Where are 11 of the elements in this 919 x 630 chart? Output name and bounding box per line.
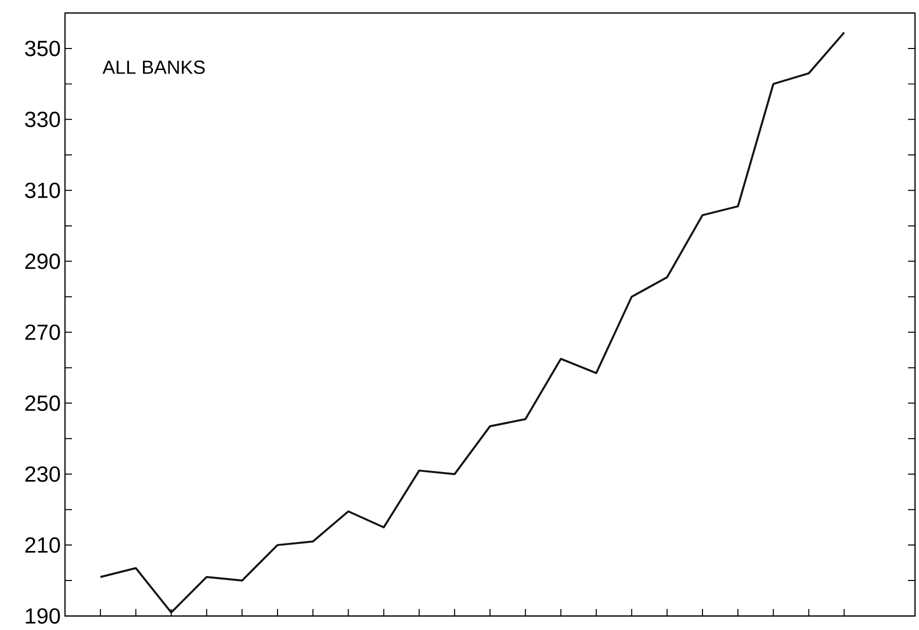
y-tick-label: 210 [25,537,60,553]
annotation: ALL BANKS [102,60,205,74]
y-tick-label: 190 [26,608,60,624]
y-tick-label: 250 [25,395,60,411]
y-tick-label: 310 [25,182,60,198]
y-tick-label: 350 [25,40,60,56]
y-tick-label: 230 [25,466,60,482]
y-tick-label: 270 [25,324,60,340]
y-tick-label: 290 [25,254,60,270]
line-series [99,32,846,614]
y-tick-label: 330 [25,112,60,128]
